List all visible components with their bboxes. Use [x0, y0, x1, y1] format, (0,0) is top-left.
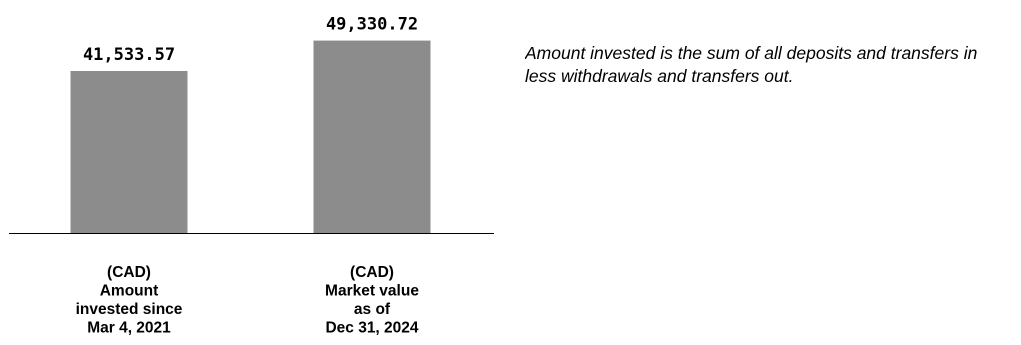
- category-2-label-line-1: (CAD): [350, 264, 394, 281]
- category-2-label-line-2: Market value: [325, 283, 419, 300]
- category-1-label-line-2: Amount: [100, 283, 159, 300]
- category-2-label-line-4: Dec 31, 2024: [325, 320, 418, 337]
- category-2-label-line-3: as of: [354, 301, 391, 318]
- category-1-label-line-3: invested since: [76, 301, 183, 318]
- chart-note: Amount invested is the sum of all deposi…: [525, 43, 978, 86]
- category-1-label-line-1: (CAD): [107, 264, 151, 281]
- bar-1: [70, 71, 188, 233]
- category-1-label-line-4: Mar 4, 2021: [87, 320, 171, 337]
- bar-1-value-label: 41,533.57: [83, 45, 175, 65]
- bar-2: [313, 40, 431, 234]
- bar-2-value-label: 49,330.72: [326, 15, 418, 35]
